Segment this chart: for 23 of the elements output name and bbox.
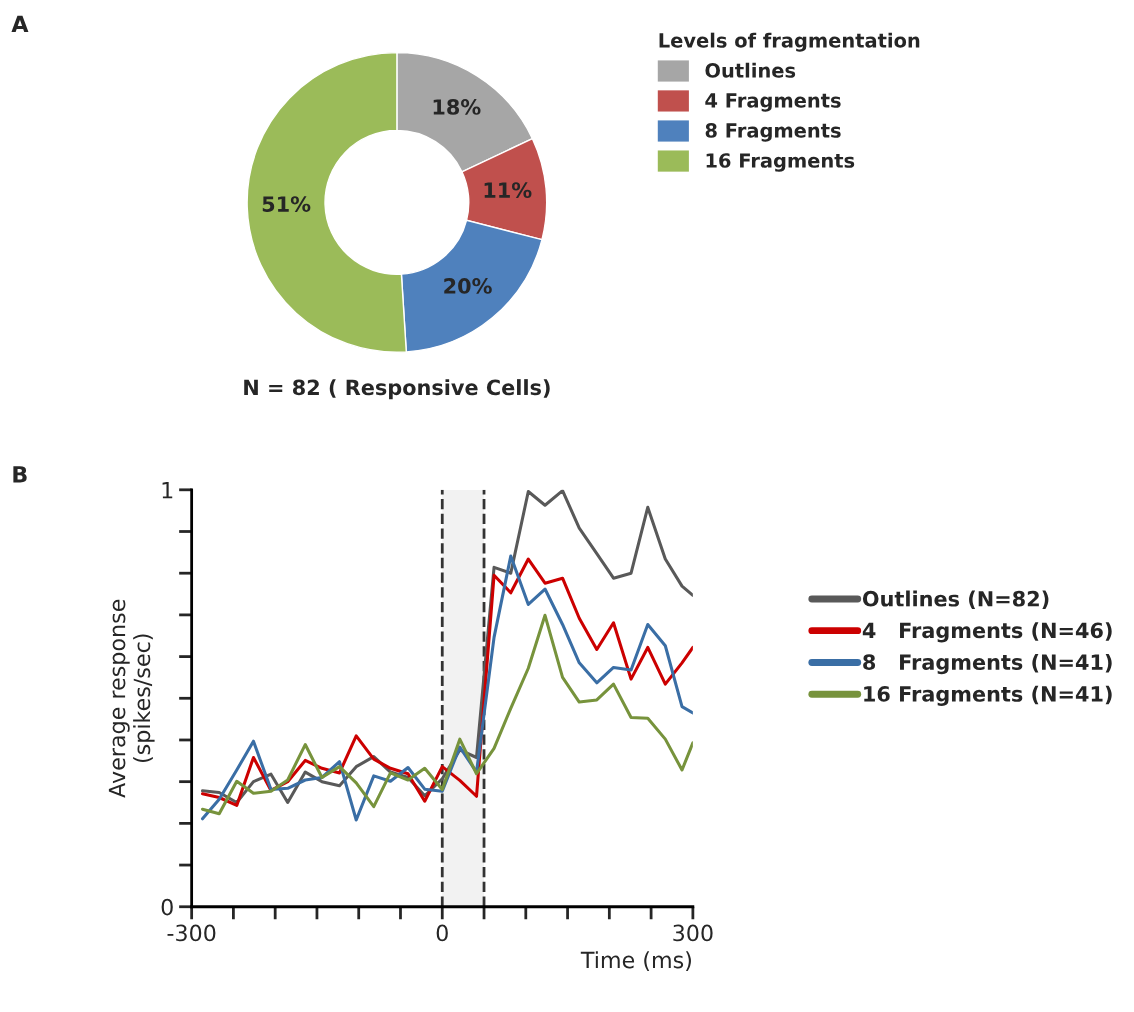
data-label: 20% [444,278,492,294]
legend-label: 4 Fragments [705,93,841,112]
line-series [200,613,693,816]
x-tick-label: 300 [673,924,713,942]
x-tick-label: 0 [436,924,448,942]
legend-label: 8 Fragments (N=41) [863,653,1112,675]
text: N = 82 ( Responsive Cells) [244,379,550,400]
x-tick-label: -300 [167,924,216,942]
x-axis-title: Time (ms) [580,951,691,971]
text: B [13,466,27,483]
legend-label: Outlines [705,62,796,78]
legend-label: Outlines (N=82) [862,590,1049,610]
legend-title: Levels of fragmentation [659,32,920,52]
legend-label: 4 Fragments (N=46) [862,622,1112,643]
data-label: 11% [484,182,532,199]
legend-label: 16 Fragments (N=41) [864,685,1112,706]
data-label: 18% [433,99,481,115]
legend-label: 8 Fragments [705,123,841,142]
text: A [11,15,29,33]
legend-label: 16 Fragments [706,153,855,172]
y-tick-label: 1 [162,482,173,499]
data-label: 51% [262,196,311,212]
y-axis-title: Average response (spikes/sec) [108,599,155,798]
